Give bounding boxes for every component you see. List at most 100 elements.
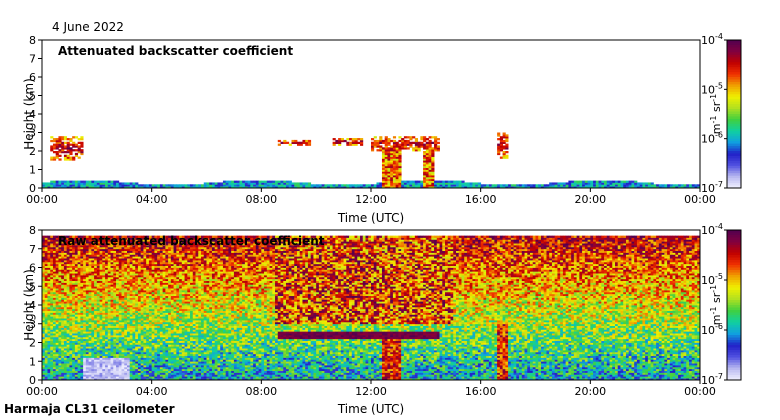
heatmap-cell (52, 147, 57, 150)
heatmap-cell (137, 348, 142, 351)
heatmap-cell (52, 368, 57, 372)
heatmap-cell (99, 308, 103, 312)
heatmap-cell (132, 250, 136, 253)
heatmap-cell (135, 293, 139, 297)
heatmap-cell (74, 250, 79, 253)
heatmap-cell (636, 184, 641, 187)
heatmap-cell (85, 353, 90, 357)
heatmap-cell (455, 186, 460, 189)
heatmap-cell (80, 329, 84, 332)
heatmap-cell (88, 295, 92, 298)
heatmap-cell (42, 288, 46, 291)
heatmap-cell (116, 363, 120, 366)
heatmap-cell (140, 184, 144, 187)
heatmap-cell (74, 258, 79, 261)
heatmap-cell (63, 359, 68, 362)
heatmap-cell (52, 295, 57, 298)
heatmap-cell (135, 342, 139, 345)
heatmap-cell (168, 186, 172, 189)
heatmap-cell (74, 363, 79, 366)
heatmap-cell (44, 265, 48, 268)
heatmap-cell (55, 359, 59, 362)
heatmap-cell (135, 297, 139, 300)
heatmap-cell (140, 374, 144, 377)
heatmap-cell (83, 267, 87, 270)
heatmap-cell (44, 329, 48, 332)
heatmap-cell (118, 346, 122, 349)
heatmap-cell (69, 299, 73, 302)
heatmap-cell (47, 335, 51, 338)
heatmap-cell (387, 186, 391, 189)
heatmap-cell (85, 338, 90, 342)
heatmap-cell (52, 314, 57, 317)
heatmap-cell (72, 241, 76, 244)
heatmap-cell (431, 158, 435, 161)
heatmap-cell (296, 182, 301, 185)
heatmap-cell (55, 331, 59, 334)
heatmap-cell (137, 293, 142, 297)
heatmap-cell (105, 288, 109, 291)
heatmap-cell (137, 241, 142, 244)
heatmap-cell (55, 355, 59, 358)
heatmap-cell (94, 252, 98, 255)
heatmap-cell (61, 278, 65, 282)
heatmap-cell (118, 273, 122, 276)
heatmap-cell (72, 327, 76, 330)
heatmap-cell (107, 365, 111, 368)
heatmap-cell (88, 351, 92, 355)
heatmap-cell (42, 336, 46, 340)
heatmap-cell (44, 321, 48, 325)
heatmap-cell (91, 267, 95, 270)
heatmap-cell (132, 260, 136, 263)
heatmap-cell (137, 299, 142, 302)
heatmap-cell (74, 325, 79, 328)
heatmap-cell (121, 269, 125, 272)
heatmap-cell (146, 338, 150, 342)
heatmap-cell (146, 336, 150, 340)
heatmap-cell (63, 299, 68, 302)
heatmap-cell (135, 314, 139, 317)
heatmap-cell (121, 280, 125, 283)
heatmap-cell (395, 180, 399, 183)
heatmap-cell (107, 267, 111, 270)
heatmap-cell (116, 291, 120, 295)
heatmap-cell (69, 314, 73, 317)
heatmap-cell (140, 265, 144, 268)
heatmap-cell (52, 297, 57, 300)
heatmap-cell (135, 346, 139, 349)
heatmap-cell (116, 368, 120, 372)
heatmap-cell (66, 241, 70, 244)
heatmap-cell (137, 378, 142, 381)
heatmap-cell (639, 182, 643, 185)
heatmap-cell (99, 327, 103, 330)
heatmap-cell (683, 186, 687, 189)
heatmap-cell (110, 321, 114, 325)
heatmap-cell (338, 143, 342, 146)
heatmap-cell (77, 286, 81, 289)
heatmap-cell (357, 141, 361, 144)
heatmap-cell (88, 248, 92, 252)
heatmap-cell (94, 282, 98, 285)
heatmap-cell (50, 288, 54, 291)
heatmap-cell (96, 359, 100, 362)
heatmap-cell (137, 273, 142, 276)
heatmap-cell (390, 178, 394, 181)
heatmap-cell (143, 318, 147, 321)
heatmap-cell (99, 340, 103, 343)
heatmap-cell (184, 186, 188, 189)
heatmap-cell (110, 299, 114, 302)
heatmap-cell (384, 156, 388, 159)
heatmap-cell (658, 184, 663, 187)
heatmap-cell (58, 303, 62, 306)
heatmap-cell (118, 297, 122, 300)
heatmap-cell (102, 355, 106, 358)
heatmap-cell (118, 276, 122, 280)
y-axis-label: Height (km) (22, 78, 36, 149)
heatmap-cell (146, 320, 150, 323)
heatmap-cell (129, 350, 133, 353)
heatmap-cell (52, 184, 57, 187)
heatmap-cell (94, 273, 98, 276)
heatmap-cell (110, 288, 114, 291)
heatmap-cell (524, 186, 528, 189)
heatmap-cell (52, 365, 57, 368)
